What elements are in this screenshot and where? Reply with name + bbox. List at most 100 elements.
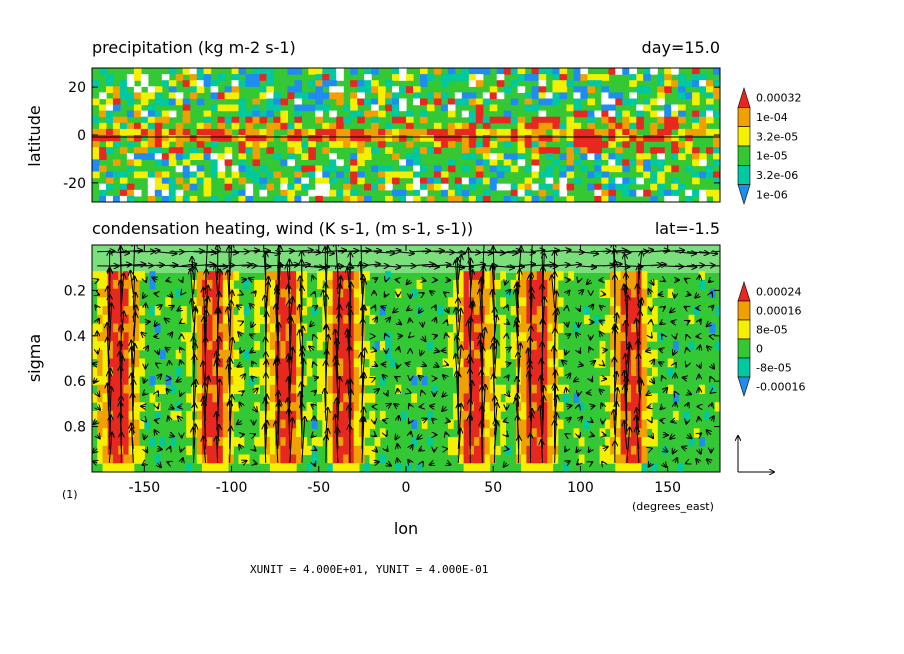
heating-cell — [264, 323, 271, 333]
heating-cell — [264, 428, 271, 438]
precip-cell — [301, 153, 309, 160]
heating-cell — [484, 332, 491, 342]
heating-cell — [212, 341, 219, 351]
precip-cell — [336, 68, 344, 75]
precip-cell — [468, 80, 477, 87]
precip-cell — [426, 104, 435, 112]
heating-cell — [484, 454, 491, 464]
heating-cell — [709, 384, 716, 394]
wind-vector — [603, 350, 607, 351]
wind-vector — [651, 336, 652, 337]
heating-cell — [542, 332, 548, 342]
wind-vector — [310, 322, 314, 326]
precip-cell — [615, 159, 623, 167]
heating-cell — [552, 454, 559, 464]
precip-cell — [252, 159, 261, 167]
precip-cell — [657, 80, 665, 87]
heating-cell — [212, 393, 219, 403]
precip-cell — [636, 74, 644, 81]
heating-cell — [97, 376, 103, 386]
heating-cell — [175, 410, 182, 421]
heating-cell — [228, 419, 234, 429]
precip-cell — [510, 128, 519, 136]
precip-cell — [287, 159, 295, 167]
precip-cell — [713, 171, 720, 179]
heating-cell — [610, 393, 616, 403]
heating-cell — [97, 419, 103, 429]
heating-cell — [610, 358, 616, 368]
heating-cell — [97, 358, 103, 368]
precip-cell — [482, 195, 491, 202]
precip-cell — [161, 116, 170, 124]
heating-cell — [348, 297, 355, 307]
heating-cell — [348, 367, 355, 377]
precip-cell — [99, 147, 107, 154]
precip-cell — [161, 110, 170, 118]
heating-cell — [107, 271, 114, 281]
precip-cell — [154, 98, 163, 106]
wind-vector — [541, 440, 542, 463]
precip-cell — [147, 86, 156, 93]
heating-cell — [296, 306, 302, 316]
heating-cell — [343, 297, 349, 307]
heating-cell — [322, 332, 329, 342]
wind-vector — [579, 435, 580, 438]
precip-cell — [433, 68, 442, 75]
precip-cell — [426, 128, 435, 136]
heating-cell — [631, 367, 637, 377]
heating-cell — [531, 419, 538, 429]
wind-vector — [552, 275, 555, 309]
wind-vector — [505, 280, 507, 285]
wind-vector — [446, 308, 448, 313]
precip-cell — [580, 74, 588, 81]
precip-cell — [329, 165, 337, 173]
precip-cell — [140, 80, 149, 87]
heating-cell — [97, 306, 103, 316]
heating-cell — [714, 306, 720, 316]
heating-cell — [358, 376, 365, 386]
precip-cell — [259, 183, 268, 191]
precip-cell — [510, 189, 519, 197]
heating-cell — [123, 279, 130, 290]
heating-cell — [317, 376, 323, 386]
precip-cell — [678, 116, 686, 124]
precip-cell — [336, 74, 344, 81]
precip-cell — [420, 110, 428, 118]
wind-vector — [567, 418, 571, 421]
precip-cell — [322, 189, 330, 197]
heating-cell — [515, 297, 522, 307]
heating-cell — [379, 341, 386, 351]
wind-vector — [648, 407, 651, 408]
heating-cell — [338, 428, 344, 438]
precip-cell — [622, 98, 630, 106]
precip-cell — [280, 159, 288, 167]
heating-cell — [92, 376, 98, 386]
wind-vector — [132, 428, 134, 463]
precip-cell — [608, 104, 616, 112]
wind-vector — [507, 393, 510, 397]
heating-cell — [332, 445, 339, 456]
precip-cell — [608, 122, 616, 130]
precip-cell — [426, 147, 435, 154]
precip-cell — [364, 110, 372, 118]
precip-cell — [489, 92, 498, 100]
heating-cell — [531, 306, 538, 316]
heating-cell — [97, 297, 103, 307]
heating-cell — [505, 393, 512, 403]
wind-vector — [374, 306, 375, 309]
precip-cell — [322, 147, 330, 154]
precip-cell — [238, 141, 247, 148]
heating-cell — [332, 288, 339, 298]
heating-cell — [604, 279, 611, 290]
heating-cell — [353, 393, 360, 403]
precip-cell — [503, 86, 512, 93]
heating-cell — [97, 410, 103, 421]
precip-cell — [475, 171, 484, 179]
wind-vector — [457, 336, 459, 365]
heating-cell — [348, 271, 355, 281]
precip-cell — [126, 153, 135, 160]
heating-cell — [338, 297, 344, 307]
heating-cell — [474, 419, 480, 429]
heating-cell — [474, 332, 480, 342]
heating-cell — [385, 349, 391, 360]
